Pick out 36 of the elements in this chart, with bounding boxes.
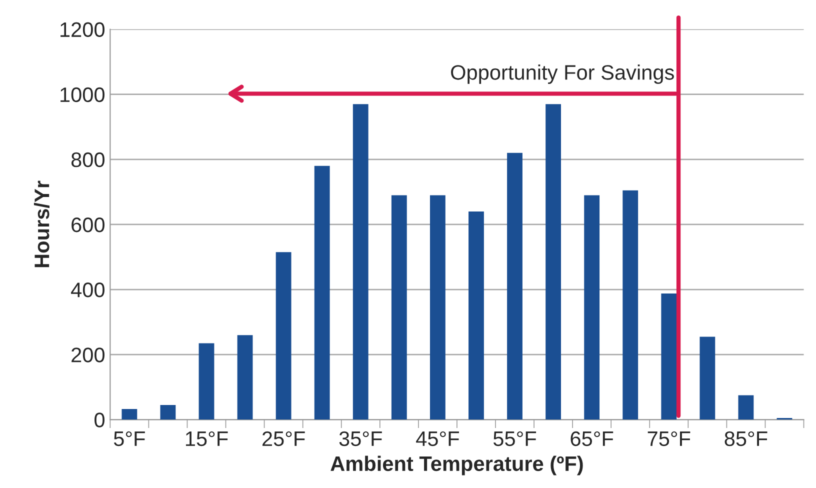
bar: [546, 104, 561, 420]
bar: [276, 252, 292, 420]
x-tick-label: 35°F: [339, 431, 382, 446]
x-tick-label: 15°F: [186, 431, 228, 446]
y-tick-label: 400: [71, 282, 104, 298]
y-tick-label: 1000: [60, 87, 104, 102]
x-tick-label: 85°F: [724, 431, 768, 446]
x-tick-label: 45°F: [416, 431, 459, 446]
bar: [198, 343, 214, 420]
x-tick-label: 65°F: [570, 431, 614, 446]
bar: [738, 395, 754, 420]
bar: [468, 211, 484, 420]
bar: [160, 405, 176, 420]
bar: [352, 104, 368, 420]
x-axis-title: Ambient Temperature (ºF): [330, 456, 583, 476]
x-tick-label: 25°F: [262, 431, 305, 446]
bar: [391, 195, 407, 420]
bar: [700, 336, 716, 420]
y-tick-label: 800: [71, 152, 104, 168]
annotation: Opportunity For Savings: [451, 64, 674, 84]
x-tick-label: 5°F: [114, 431, 145, 446]
bar: [430, 195, 446, 420]
y-tick-label: 600: [72, 217, 104, 232]
y-axis-title: Hours/Yr: [34, 180, 50, 268]
y-tick-label: 0: [94, 412, 104, 428]
x-tick-label: 55°F: [493, 431, 536, 446]
y-tick-label: 200: [72, 348, 104, 362]
bar: [122, 408, 138, 420]
bar: [507, 152, 522, 420]
bar: [584, 195, 600, 420]
bar: [314, 166, 330, 420]
y-tick-label: 1200: [60, 22, 104, 38]
bar: [661, 293, 677, 420]
x-tick-label: 75°F: [648, 431, 690, 446]
bar: [622, 190, 638, 420]
bar: [237, 335, 253, 420]
